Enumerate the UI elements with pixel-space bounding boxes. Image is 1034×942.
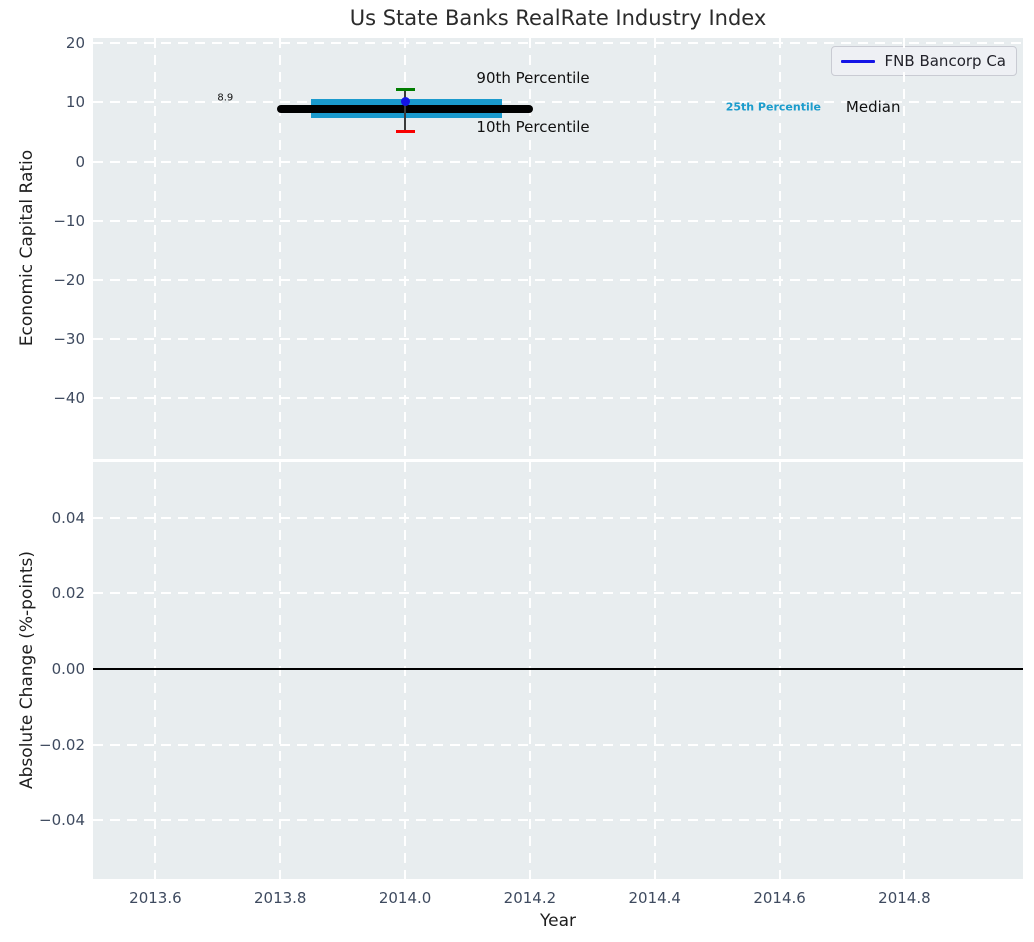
top-plot-area: FNB Bancorp Ca 8.9 90th Percentile 10th Pe… [93,38,1023,459]
y-tick-label: −0.02 [39,735,85,754]
zero-line [93,667,1023,670]
x-tick-label: 2014.4 [628,889,681,907]
gridline-horizontal [93,516,1023,519]
y-tick-label: 0 [75,152,85,171]
gridline-vertical [528,38,531,459]
annotation-8-9: 8.9 [217,92,234,104]
gridline-vertical [903,38,906,459]
annotation-10th-percentile: 10th Percentile [476,117,590,136]
x-axis-label: Year [540,911,576,931]
gridline-vertical [778,462,781,879]
x-tick-label: 2014.8 [878,889,931,907]
y-tick-label: −0.04 [39,811,85,830]
chart-title: Us State Banks RealRate Industry Index [349,6,767,30]
x-tick-label: 2014.6 [753,889,806,907]
error-bar-line [404,89,406,132]
legend: FNB Bancorp Ca [830,46,1017,76]
gridline-horizontal [93,278,1023,281]
legend-line-swatch [840,59,875,63]
gridline-horizontal [93,819,1023,822]
series-point [400,96,410,106]
gridline-vertical [154,462,157,879]
x-tick-label: 2013.6 [129,889,182,907]
annotation-median: Median [845,97,901,116]
y-tick-label: 20 [65,34,85,53]
gridline-horizontal [93,160,1023,163]
y-tick-label: 10 [65,93,85,112]
gridline-vertical [154,38,157,459]
gridline-vertical [903,462,906,879]
gridline-vertical [778,38,781,459]
y-tick-label: −20 [53,270,85,289]
gridline-vertical [653,38,656,459]
top-y-axis-label: Economic Capital Ratio [17,149,37,347]
gridline-horizontal [93,101,1023,104]
gridline-vertical [528,462,531,879]
y-tick-label: 0.00 [51,659,85,678]
x-tick-label: 2014.2 [503,889,557,907]
gridline-vertical [279,38,282,459]
y-tick-label: 0.04 [51,508,85,527]
y-tick-label: −10 [53,211,85,230]
gridline-horizontal [93,592,1023,595]
annotation-25th-percentile: 25th Percentile [725,100,821,114]
x-tick-label: 2014.0 [378,889,432,907]
y-tick-label: 0.02 [51,584,85,603]
gridline-horizontal [93,337,1023,340]
gridline-vertical [404,462,407,879]
gridline-horizontal [93,743,1023,746]
x-tick-label: 2013.8 [253,889,307,907]
error-bar-cap-10th-percentile [395,129,415,133]
gridline-vertical [404,38,407,459]
gridline-horizontal [93,397,1023,400]
gridline-horizontal [93,219,1023,222]
gridline-vertical [279,462,282,879]
gridline-horizontal [93,42,1023,45]
y-tick-label: −30 [53,329,85,348]
y-tick-label: −40 [53,389,85,408]
bottom-plot-area [93,462,1023,879]
annotation-90th-percentile: 90th Percentile [476,68,590,87]
error-bar-cap-90th-percentile [395,87,415,91]
legend-label: FNB Bancorp Ca [884,52,1006,70]
gridline-vertical [653,462,656,879]
